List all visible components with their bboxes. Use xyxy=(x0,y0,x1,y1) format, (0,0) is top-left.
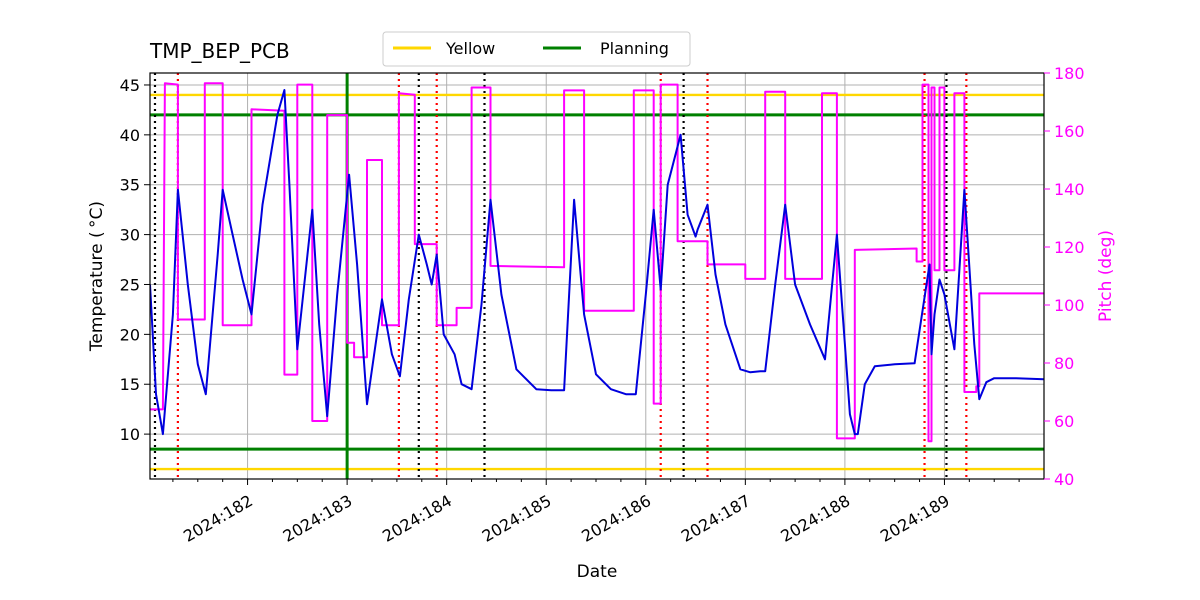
y-left-tick-label: 40 xyxy=(120,126,140,145)
y-left-tick-label: 30 xyxy=(120,226,140,245)
y-right-tick-label: 180 xyxy=(1054,64,1085,83)
chart-title: TMP_BEP_PCB xyxy=(149,39,290,63)
x-axis-title: Date xyxy=(577,562,618,582)
pitch-series-line xyxy=(150,82,1044,443)
y-axis-right: 40 60 80 100 120 140 160 180 xyxy=(1044,64,1085,489)
y-right-tick-label: 120 xyxy=(1054,238,1085,257)
y-left-tick-label: 25 xyxy=(120,275,140,294)
legend-label-planning: Planning xyxy=(600,39,669,58)
y-left-tick-label: 45 xyxy=(120,76,140,95)
y-right-tick-label: 140 xyxy=(1054,180,1085,199)
limit-lines xyxy=(150,93,1044,471)
y-left-tick-label: 15 xyxy=(120,375,140,394)
y-left-tick-label: 10 xyxy=(120,425,140,444)
legend-box xyxy=(382,31,691,67)
y-right-tick-label: 60 xyxy=(1054,412,1074,431)
y-right-tick-label: 160 xyxy=(1054,122,1085,141)
y-axis-left: 10 15 20 25 30 35 40 45 xyxy=(120,76,150,444)
temperature-series-line xyxy=(150,89,1044,436)
y-right-tick-label: 80 xyxy=(1054,354,1074,373)
y-left-tick-label: 20 xyxy=(120,325,140,344)
series-layer xyxy=(150,82,1044,443)
y-left-tick-label: 35 xyxy=(120,176,140,195)
y-axis-left-title: Temperature ( °C) xyxy=(87,201,107,352)
y-axis-right-title: Pitch (deg) xyxy=(1096,230,1116,322)
legend-label-yellow: Yellow xyxy=(445,39,495,58)
y-right-tick-label: 40 xyxy=(1054,470,1074,489)
plot-frame xyxy=(149,72,1045,480)
y-right-tick-label: 100 xyxy=(1054,296,1085,315)
legend: Yellow Planning xyxy=(382,31,691,67)
